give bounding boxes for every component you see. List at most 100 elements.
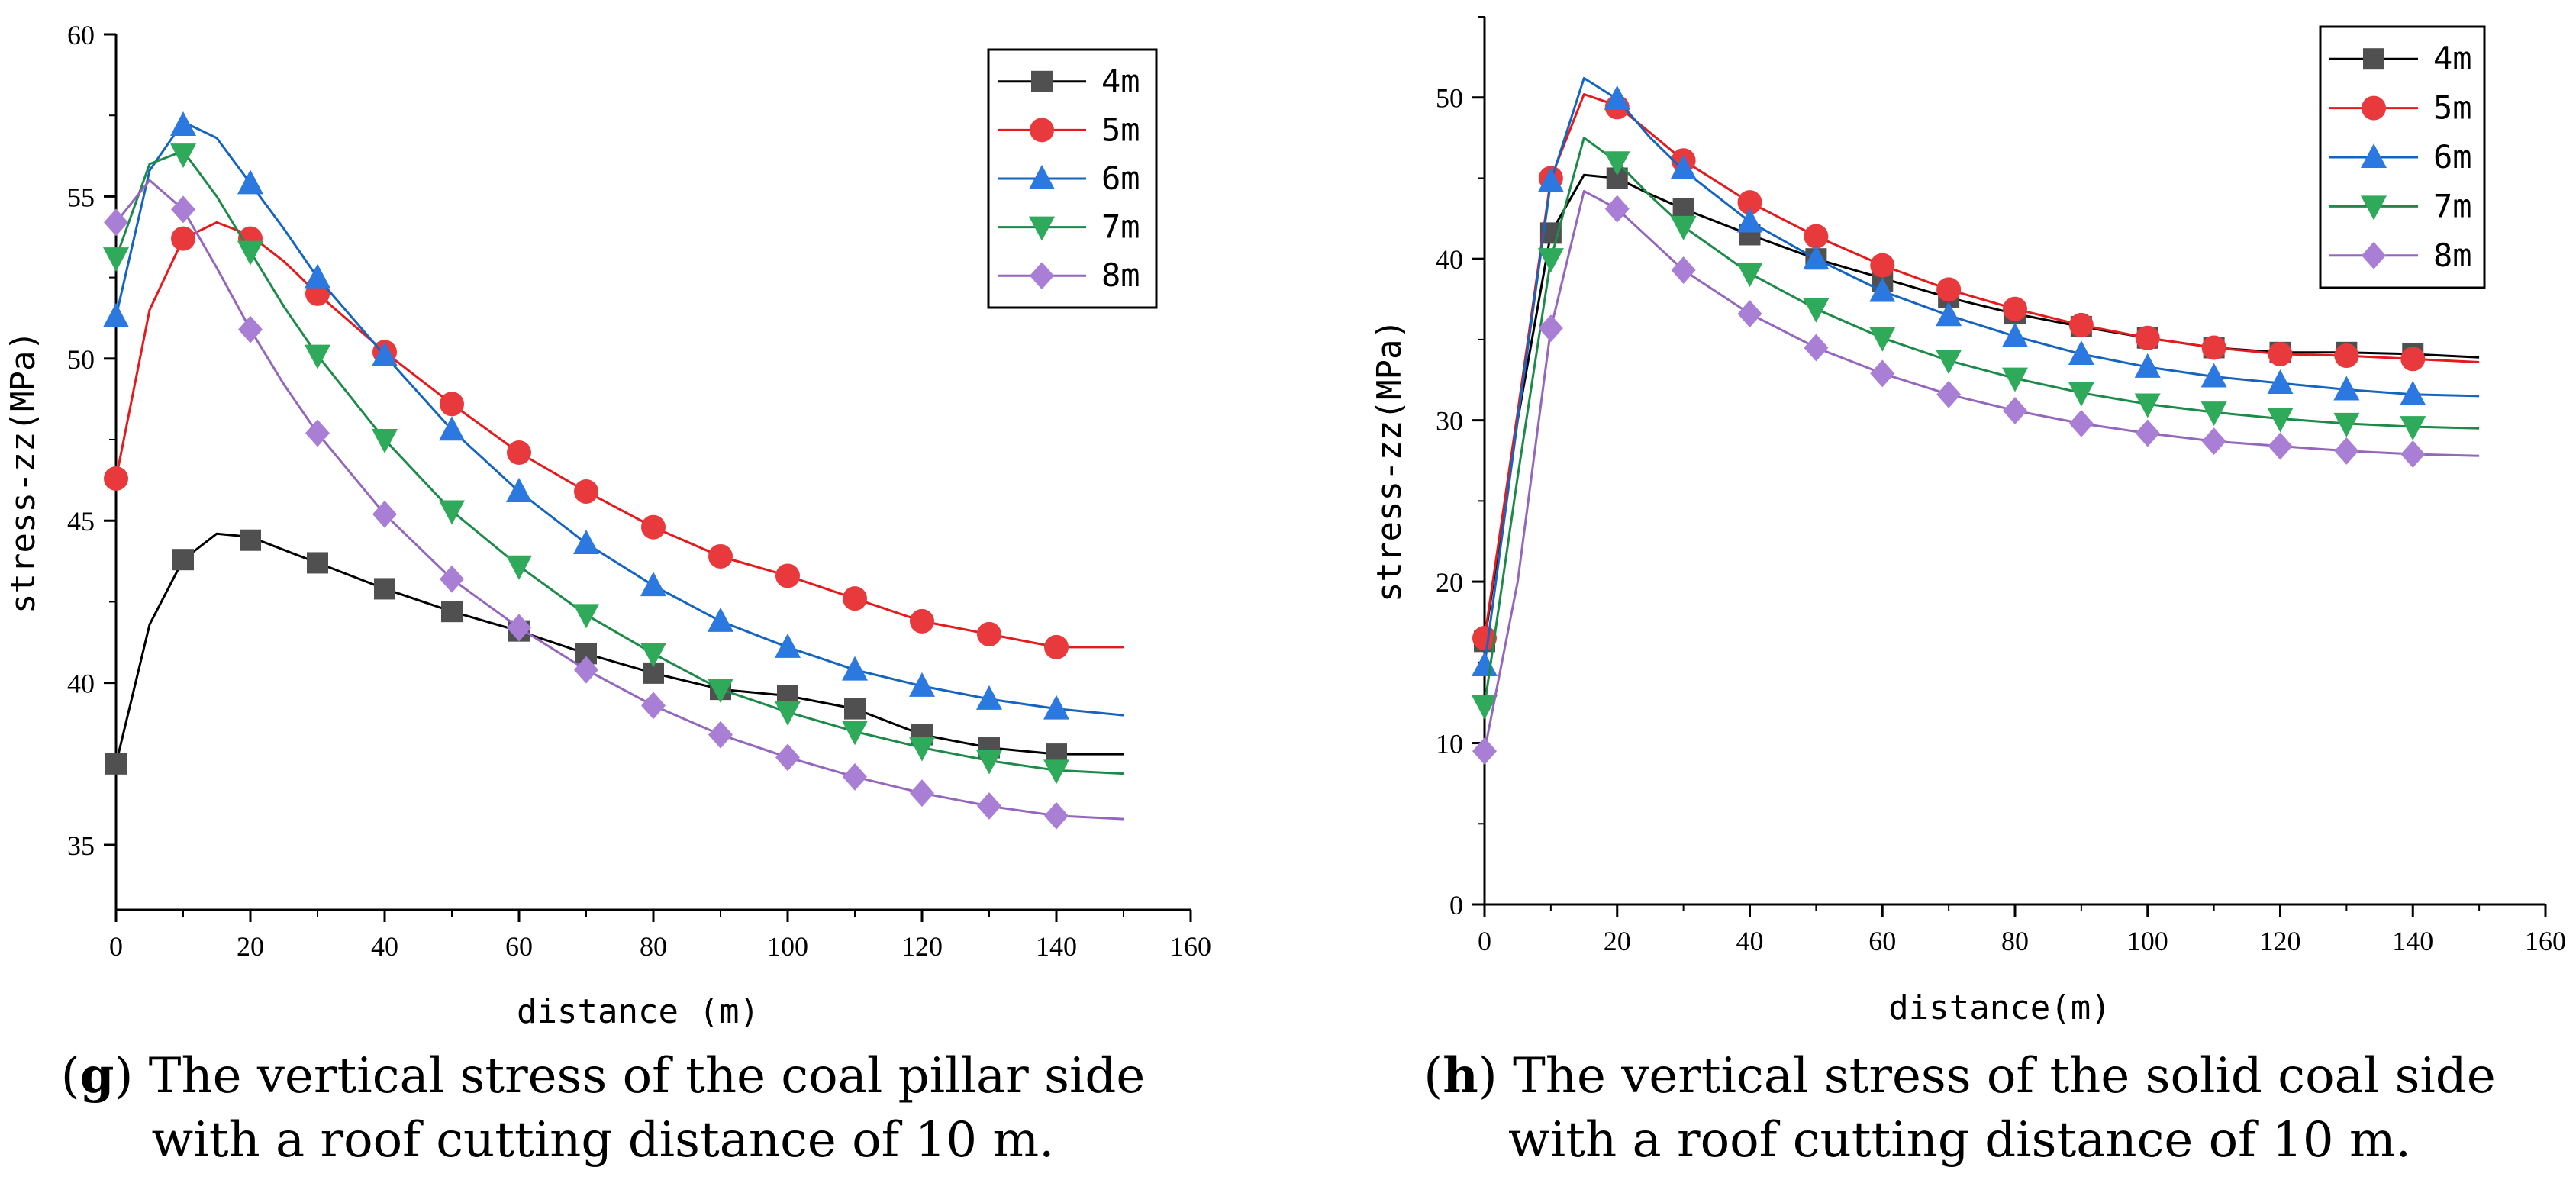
- legend-label-8m: 8m: [2433, 237, 2472, 274]
- legend-marker-4m: [2363, 48, 2384, 70]
- x-tick-label: 100: [767, 931, 808, 962]
- data-point-4m: [172, 549, 194, 571]
- data-point-6m: [1803, 245, 1830, 270]
- data-point-8m: [1044, 801, 1069, 830]
- legend-marker-8m: [1030, 262, 1054, 290]
- caption-g-line2: with a roof cutting distance of 10 m.: [151, 1112, 1055, 1169]
- caption-h-line1: (h) The vertical stress of the solid coa…: [1423, 1047, 2496, 1104]
- series-8m: [104, 179, 1124, 830]
- data-point-7m: [2134, 393, 2161, 418]
- data-point-5m: [2400, 347, 2426, 372]
- series-5m: [104, 221, 1124, 659]
- caption-h: (h) The vertical stress of the solid coa…: [1343, 1044, 2576, 1172]
- data-point-7m: [1670, 215, 1697, 240]
- y-tick-label: 45: [67, 506, 95, 537]
- data-point-8m: [910, 779, 934, 808]
- series-line-7m: [114, 150, 1124, 775]
- data-point-5m: [1472, 626, 1497, 651]
- data-point-7m: [708, 679, 733, 704]
- data-point-5m: [574, 479, 598, 504]
- data-point-6m: [640, 572, 666, 597]
- data-point-6m: [506, 477, 532, 502]
- data-point-8m: [775, 743, 800, 772]
- legend-marker-4m: [1031, 70, 1053, 92]
- data-point-6m: [170, 111, 196, 136]
- data-point-4m: [105, 753, 127, 775]
- data-point-5m: [775, 563, 800, 588]
- data-point-7m: [909, 737, 935, 762]
- data-point-5m: [708, 543, 733, 569]
- data-point-6m: [1604, 85, 1630, 110]
- series-line-5m: [114, 221, 1124, 649]
- data-point-7m: [1472, 695, 1498, 720]
- legend: 4m 5m 6m 7m 8m: [987, 48, 1158, 309]
- series-4m: [105, 529, 1124, 775]
- data-point-8m: [1936, 380, 1962, 408]
- x-tick-label: 140: [2392, 926, 2433, 956]
- x-tick-label: 80: [640, 931, 667, 962]
- data-point-8m: [574, 656, 598, 684]
- x-tick-label: 120: [2260, 926, 2301, 956]
- data-point-5m: [507, 440, 531, 466]
- data-point-8m: [1472, 737, 1497, 766]
- data-point-7m: [237, 240, 263, 266]
- data-point-8m: [104, 208, 128, 237]
- x-tick-label: 160: [2525, 926, 2566, 956]
- data-point-8m: [2201, 427, 2226, 456]
- data-point-5m: [2201, 335, 2226, 360]
- caption-g: (g) The vertical stress of the coal pill…: [0, 1044, 1206, 1172]
- x-tick-label: 60: [505, 931, 533, 962]
- data-point-7m: [103, 247, 129, 272]
- data-point-4m: [441, 601, 463, 623]
- data-point-6m: [976, 685, 1002, 710]
- y-axis-label: stress-zz(MPa): [1370, 319, 1409, 602]
- caption-g-label: g: [79, 1047, 114, 1104]
- data-point-8m: [2003, 396, 2027, 424]
- data-point-8m: [171, 195, 195, 224]
- legend-marker-5m: [2362, 95, 2386, 121]
- data-point-7m: [2200, 401, 2227, 427]
- x-tick-label: 40: [371, 931, 398, 962]
- data-point-7m: [976, 750, 1002, 775]
- y-tick-label: 55: [67, 182, 95, 212]
- legend-marker-8m: [2362, 241, 2386, 269]
- data-point-5m: [1044, 634, 1069, 659]
- x-tick-label: 0: [1478, 926, 1491, 956]
- legend-label-4m: 4m: [1101, 63, 1140, 100]
- data-point-5m: [910, 608, 934, 634]
- data-point-6m: [2068, 340, 2094, 365]
- data-point-6m: [103, 302, 129, 327]
- x-tick-label: 20: [237, 931, 264, 962]
- data-point-6m: [2200, 363, 2227, 388]
- y-tick-label: 20: [1436, 567, 1463, 598]
- series-7m: [1472, 137, 2480, 720]
- data-point-5m: [1804, 224, 1829, 249]
- data-point-8m: [372, 500, 397, 528]
- data-point-5m: [2334, 343, 2359, 369]
- data-point-8m: [708, 721, 733, 749]
- data-point-7m: [842, 721, 868, 746]
- data-point-5m: [171, 226, 195, 251]
- data-point-8m: [1804, 334, 1829, 362]
- data-point-5m: [104, 466, 128, 491]
- caption-h-text1: The vertical stress of the solid coal si…: [1497, 1048, 2496, 1104]
- data-point-8m: [977, 792, 1001, 821]
- series-6m: [1472, 76, 2480, 677]
- y-tick-label: 10: [1436, 729, 1463, 759]
- x-tick-label: 0: [109, 931, 123, 962]
- chart-h: 0 20 40 60 80 100 120 140 160 0 10 20 30 40 50 distance…: [1370, 16, 2566, 1027]
- data-point-5m: [641, 514, 666, 540]
- data-point-6m: [842, 656, 868, 681]
- data-point-7m: [2002, 367, 2028, 392]
- data-point-6m: [1869, 277, 1896, 302]
- data-point-6m: [573, 529, 599, 554]
- data-point-8m: [2268, 432, 2293, 460]
- caption-g-text1: The vertical stress of the coal pillar s…: [133, 1048, 1146, 1104]
- data-point-5m: [2068, 312, 2094, 337]
- legend: 4m 5m 6m 7m 8m: [2319, 25, 2486, 289]
- data-point-7m: [1936, 350, 1962, 375]
- data-point-7m: [439, 500, 465, 525]
- series-7m: [103, 143, 1124, 785]
- series-5m: [1472, 93, 2480, 651]
- data-point-7m: [170, 143, 196, 169]
